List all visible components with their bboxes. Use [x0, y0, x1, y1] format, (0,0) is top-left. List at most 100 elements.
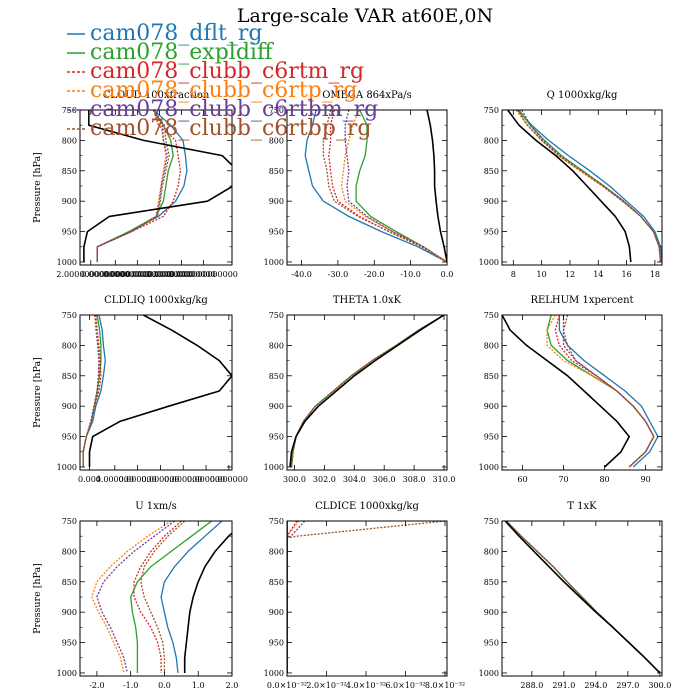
- x-tick-label: 2.0: [226, 681, 239, 690]
- y-tick-label: 750: [269, 517, 284, 526]
- x-tick-label: 291.0: [552, 681, 575, 690]
- series-line-5: [287, 521, 306, 673]
- x-tick-label: 2.000000000000: [56, 270, 125, 279]
- plot-frame: [286, 520, 448, 677]
- x-tick-label: 60: [517, 475, 527, 484]
- plot-frame: [79, 314, 233, 471]
- x-tick-label: -40.0: [291, 270, 312, 279]
- x-tick-label: 2.0×10⁻³²: [306, 681, 346, 690]
- x-tick-label: -30.0: [328, 270, 349, 279]
- y-tick-label: 1000: [57, 258, 77, 267]
- series-line-3: [290, 315, 445, 468]
- x-tick-label: 300.0: [648, 681, 671, 690]
- series-line-1: [517, 110, 662, 263]
- series-line-5: [82, 315, 100, 467]
- series-line-5: [96, 521, 175, 674]
- series-line-6: [287, 521, 446, 673]
- legend-label-6: cam078_clubb_c6rtbp_rg: [90, 116, 371, 141]
- series-line-2: [82, 315, 102, 467]
- series-line-reference: [83, 110, 232, 262]
- y-tick-label: 800: [484, 341, 499, 350]
- series-line-3: [133, 521, 182, 673]
- panel-2: OMEGA 864xPa/s 750 800 850 900 950 1000 -40.0 -3…: [264, 90, 454, 279]
- y-tick-label: 750: [62, 517, 77, 526]
- x-tick-label: 300.0: [283, 475, 306, 484]
- y-tick-label: 1000: [479, 669, 499, 678]
- legend: cam078_dflt_rgcam078_expldiffcam078_club…: [67, 21, 378, 141]
- series-line-4: [290, 315, 445, 468]
- panel-title: CLOUD 100xfraction: [103, 90, 210, 101]
- y-tick-label: 850: [62, 578, 77, 587]
- y-tick-label: 900: [269, 402, 284, 411]
- series-line-3: [96, 110, 182, 262]
- x-tick-label: 0.000000: [141, 475, 179, 484]
- series-line-reference: [289, 315, 445, 468]
- x-tick-label: 16: [622, 270, 632, 279]
- series-line-2: [96, 110, 174, 262]
- y-tick-label: 950: [269, 433, 284, 442]
- y-tick-label: 800: [62, 136, 77, 145]
- x-tick-label: 304.0: [343, 475, 366, 484]
- series-line-5: [290, 315, 445, 468]
- x-tick-label: 0.000000: [164, 475, 202, 484]
- y-tick-label: 950: [62, 639, 77, 648]
- y-tick-label: 750: [484, 517, 499, 526]
- y-tick-label: 800: [269, 136, 284, 145]
- y-tick-label: 1000: [479, 463, 499, 472]
- series-line-5: [344, 110, 447, 263]
- y-tick-label: 800: [269, 341, 284, 350]
- y-axis-label: Pressure [hPa]: [32, 563, 43, 634]
- x-tick-label: 8.0×10⁻³²: [425, 681, 465, 690]
- y-tick-label: 950: [484, 228, 499, 237]
- series-line-reference: [183, 532, 232, 673]
- series-line-6: [82, 315, 101, 467]
- y-axis-label: Pressure [hPa]: [32, 152, 43, 223]
- x-tick-label: -20.0: [364, 270, 385, 279]
- x-tick-label: 0.000000000000: [169, 270, 238, 279]
- x-tick-label: 0.0: [158, 681, 171, 690]
- panel-title: U 1xm/s: [135, 501, 177, 512]
- panel-title: CLDICE 1000xkg/kg: [315, 501, 419, 512]
- x-tick-label: 310.0: [433, 475, 456, 484]
- y-tick-label: 850: [484, 372, 499, 381]
- y-tick-label: 950: [269, 228, 284, 237]
- y-tick-label: 950: [269, 639, 284, 648]
- panel-5: THETA 1.0xK 750 800 850 900 950 1000 300.0 302.0…: [264, 295, 456, 484]
- series-line-6: [322, 110, 447, 263]
- y-tick-label: 900: [269, 608, 284, 617]
- series-line-5: [521, 110, 662, 263]
- y-tick-label: 800: [62, 341, 77, 350]
- y-tick-label: 900: [269, 197, 284, 206]
- y-tick-label: 1000: [264, 669, 284, 678]
- plot-frame: [501, 520, 663, 677]
- y-tick-label: 800: [269, 547, 284, 556]
- series-line-1: [82, 315, 106, 467]
- x-tick-label: 288.0: [520, 681, 543, 690]
- y-tick-label: 900: [62, 197, 77, 206]
- x-tick-label: 12: [565, 270, 575, 279]
- legend-label-1: cam078_dflt_rg: [90, 21, 263, 46]
- x-tick-label: 302.0: [313, 475, 336, 484]
- y-tick-label: 950: [62, 433, 77, 442]
- panel-9: T 1xK 750 800 850 900 950 1000 288.0 291.0 294.0 2…: [479, 501, 672, 690]
- series-line-6: [96, 110, 170, 262]
- x-tick-label: 18: [650, 270, 660, 279]
- x-tick-label: 306.0: [373, 475, 396, 484]
- panel-title: CLDLIQ 1000xkg/kg: [104, 295, 208, 306]
- x-tick-label: 0.0: [441, 270, 454, 279]
- x-tick-label: -1.0: [123, 681, 138, 690]
- x-tick-label: 1.0: [192, 681, 205, 690]
- x-tick-label: 80: [599, 475, 609, 484]
- series-line-1: [160, 521, 223, 674]
- series-line-1: [304, 110, 447, 263]
- y-tick-label: 850: [269, 372, 284, 381]
- y-tick-label: 750: [269, 311, 284, 320]
- y-tick-label: 1000: [57, 669, 77, 678]
- y-tick-label: 850: [62, 167, 77, 176]
- series-line-6: [140, 521, 186, 673]
- panel-title: Q 1000xkg/kg: [547, 90, 618, 101]
- series-line-reference: [88, 315, 232, 467]
- x-tick-label: 70: [558, 475, 568, 484]
- y-tick-label: 950: [484, 433, 499, 442]
